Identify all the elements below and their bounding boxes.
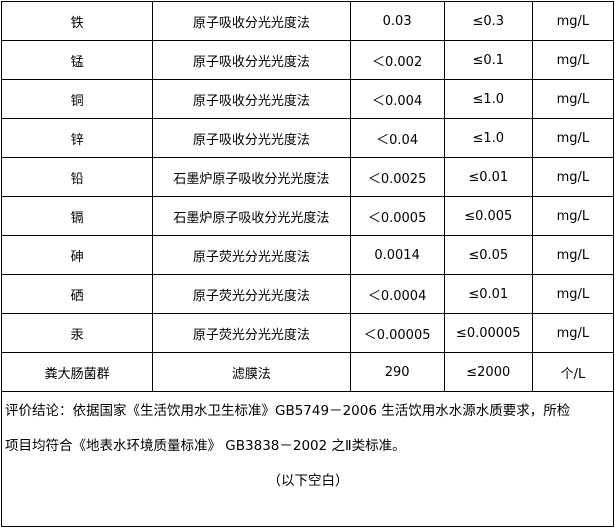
cell-limit: ≤1.0 <box>443 79 533 119</box>
conclusion-row: 评价结论：依据国家《生活饮用水卫生标准》GB5749－2006 生活饮用水水源水… <box>1 391 614 527</box>
cell-limit: ≤1.0 <box>443 118 533 158</box>
cell-result: ＜0.0005 <box>349 196 445 236</box>
cell-unit: mg/L <box>531 40 615 80</box>
cell-item: 镉 <box>0 196 154 236</box>
table-row: 砷原子荧光分光光度法 0.0014 ≤0.05 mg/L <box>0 235 615 275</box>
cell-limit: ≤0.01 <box>443 157 533 197</box>
cell-method: 原子荧光分光光度法 <box>152 313 351 353</box>
cell-unit: mg/L <box>531 313 615 353</box>
table-row: 粪大肠菌群 滤膜法 290 ≤2000 个/L <box>0 352 615 392</box>
cell-unit: mg/L <box>531 79 615 119</box>
table-row: 铅石墨炉原子吸收分光光度法 ＜0.0025 ≤0.01 mg/L <box>0 157 615 197</box>
conclusion-line-2: 项目均符合《地表水环境质量标准》 GB3838－2002 之Ⅱ类标准。 <box>5 438 406 454</box>
table-row: 铁原子吸收分光光度法 0.03 ≤0.3 mg/L <box>0 1 615 41</box>
cell-method: 石墨炉原子吸收分光光度法 <box>152 157 351 197</box>
conclusion-line-1: 评价结论：依据国家《生活饮用水卫生标准》GB5749－2006 生活饮用水水源水… <box>5 403 571 419</box>
cell-unit: mg/L <box>531 235 615 275</box>
cell-method: 原子吸收分光光度法 <box>152 40 351 80</box>
cell-item: 铁 <box>0 1 154 41</box>
cell-item: 汞 <box>0 313 154 353</box>
cell-method: 原子荧光分光光度法 <box>152 274 351 314</box>
cell-unit: mg/L <box>531 157 615 197</box>
cell-limit: ≤0.00005 <box>443 313 533 353</box>
cell-result: 290 <box>349 352 445 392</box>
cell-item: 铅 <box>0 157 154 197</box>
cell-limit: ≤0.1 <box>443 40 533 80</box>
cell-method: 原子吸收分光光度法 <box>152 79 351 119</box>
cell-result: 0.0014 <box>349 235 445 275</box>
cell-unit: 个/L <box>531 352 615 392</box>
cell-limit: ≤0.3 <box>443 1 533 41</box>
table-row: 汞原子荧光分光光度法 ＜0.00005 ≤0.00005 mg/L <box>0 313 615 353</box>
cell-method: 原子吸收分光光度法 <box>152 118 351 158</box>
cell-method: 石墨炉原子吸收分光光度法 <box>152 196 351 236</box>
cell-result: ＜0.004 <box>349 79 445 119</box>
cell-unit: mg/L <box>531 196 615 236</box>
table-row: 锰原子吸收分光光度法 ＜0.002 ≤0.1 mg/L <box>0 40 615 80</box>
cell-limit: ≤2000 <box>443 352 533 392</box>
cell-item: 锌 <box>0 118 154 158</box>
cell-unit: mg/L <box>531 118 615 158</box>
table-row: 铜原子吸收分光光度法 ＜0.004 ≤1.0 mg/L <box>0 79 615 119</box>
cell-unit: mg/L <box>531 1 615 41</box>
cell-item: 硒 <box>0 274 154 314</box>
table-row: 锌原子吸收分光光度法 ＜0.04 ≤1.0 mg/L <box>0 118 615 158</box>
cell-result: ＜0.0004 <box>349 274 445 314</box>
cell-result: ＜0.00005 <box>349 313 445 353</box>
cell-result: ＜0.002 <box>349 40 445 80</box>
cell-method: 滤膜法 <box>152 352 351 392</box>
cell-result: 0.03 <box>349 1 445 41</box>
blank-note: （以下空白） <box>267 473 349 489</box>
cell-unit: mg/L <box>531 274 615 314</box>
cell-method: 原子吸收分光光度法 <box>152 1 351 41</box>
table-row: 硒原子荧光分光光度法 ＜0.0004 ≤0.01 mg/L <box>0 274 615 314</box>
cell-limit: ≤0.05 <box>443 235 533 275</box>
cell-limit: ≤0.01 <box>443 274 533 314</box>
cell-result: ＜0.04 <box>349 118 445 158</box>
cell-item: 粪大肠菌群 <box>0 352 154 392</box>
cell-result: ＜0.0025 <box>349 157 445 197</box>
cell-item: 锰 <box>0 40 154 80</box>
conclusion-cell: 评价结论：依据国家《生活饮用水卫生标准》GB5749－2006 生活饮用水水源水… <box>1 391 614 527</box>
cell-item: 砷 <box>0 235 154 275</box>
cell-limit: ≤0.005 <box>443 196 533 236</box>
cell-item: 铜 <box>0 79 154 119</box>
table-row: 镉石墨炉原子吸收分光光度法 ＜0.0005 ≤0.005 mg/L <box>0 196 615 236</box>
cell-method: 原子荧光分光光度法 <box>152 235 351 275</box>
